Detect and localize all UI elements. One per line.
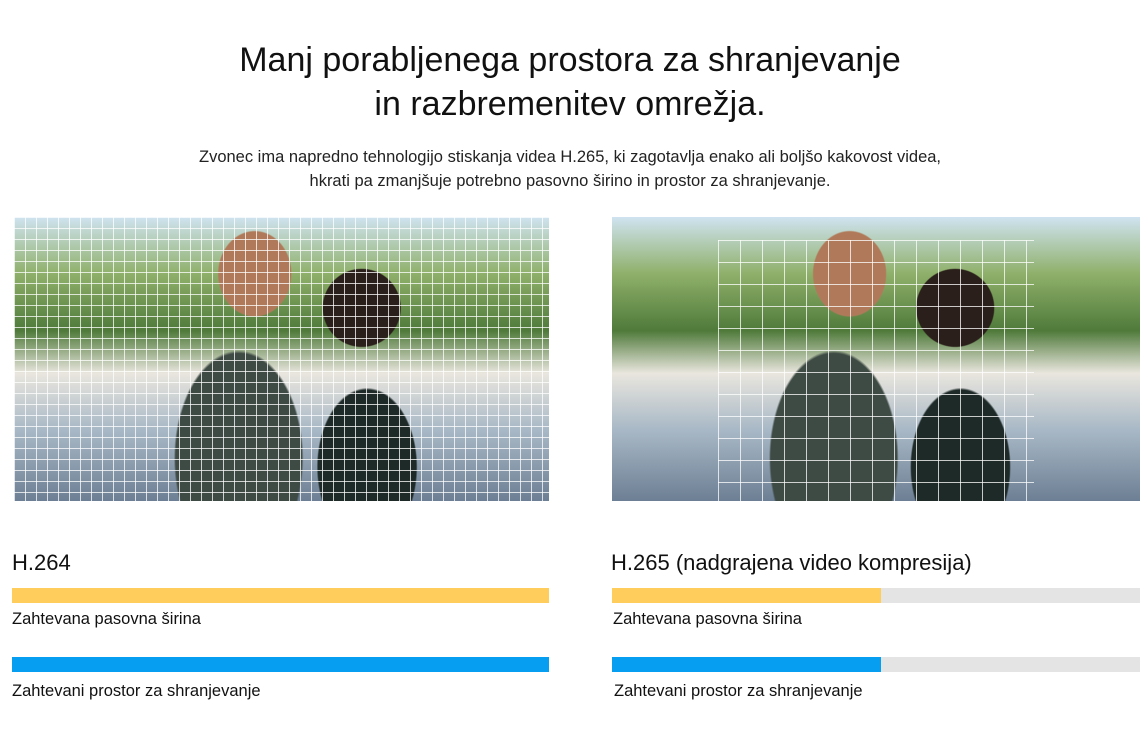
subtitle-line-2: hkrati pa zmanjšuje potrebno pasovno šir… <box>309 172 831 190</box>
h264-storage-bar <box>12 657 549 672</box>
h264-storage-caption: Zahtevani prostor za shranjevanje <box>12 682 261 700</box>
h265-photo <box>612 217 1140 501</box>
page-title: Manj porabljenega prostora za shranjevan… <box>0 38 1140 126</box>
h265-storage-bar <box>612 657 1140 672</box>
dense-grid-overlay <box>14 217 549 501</box>
h265-bandwidth-caption: Zahtevana pasovna širina <box>613 610 802 628</box>
h265-bandwidth-bar <box>612 588 1140 603</box>
bar-fill <box>12 588 549 603</box>
title-line-2: in razbremenitev omrežja. <box>374 85 766 123</box>
bar-fill <box>612 588 882 603</box>
subtitle: Zvonec ima napredno tehnologijo stiskanj… <box>0 145 1140 193</box>
adaptive-grid-overlay <box>717 239 1035 501</box>
h264-label: H.264 <box>12 550 71 575</box>
h265-label: H.265 (nadgrajena video kompresija) <box>611 550 972 575</box>
subtitle-line-1: Zvonec ima napredno tehnologijo stiskanj… <box>198 148 942 166</box>
h265-storage-caption: Zahtevani prostor za shranjevanje <box>614 682 863 700</box>
bar-fill <box>12 657 549 672</box>
h264-photo <box>14 217 549 501</box>
bar-fill <box>612 657 882 672</box>
h264-bandwidth-bar <box>12 588 549 603</box>
title-line-1: Manj porabljenega prostora za shranjevan… <box>239 41 901 79</box>
h264-bandwidth-caption: Zahtevana pasovna širina <box>12 610 201 628</box>
